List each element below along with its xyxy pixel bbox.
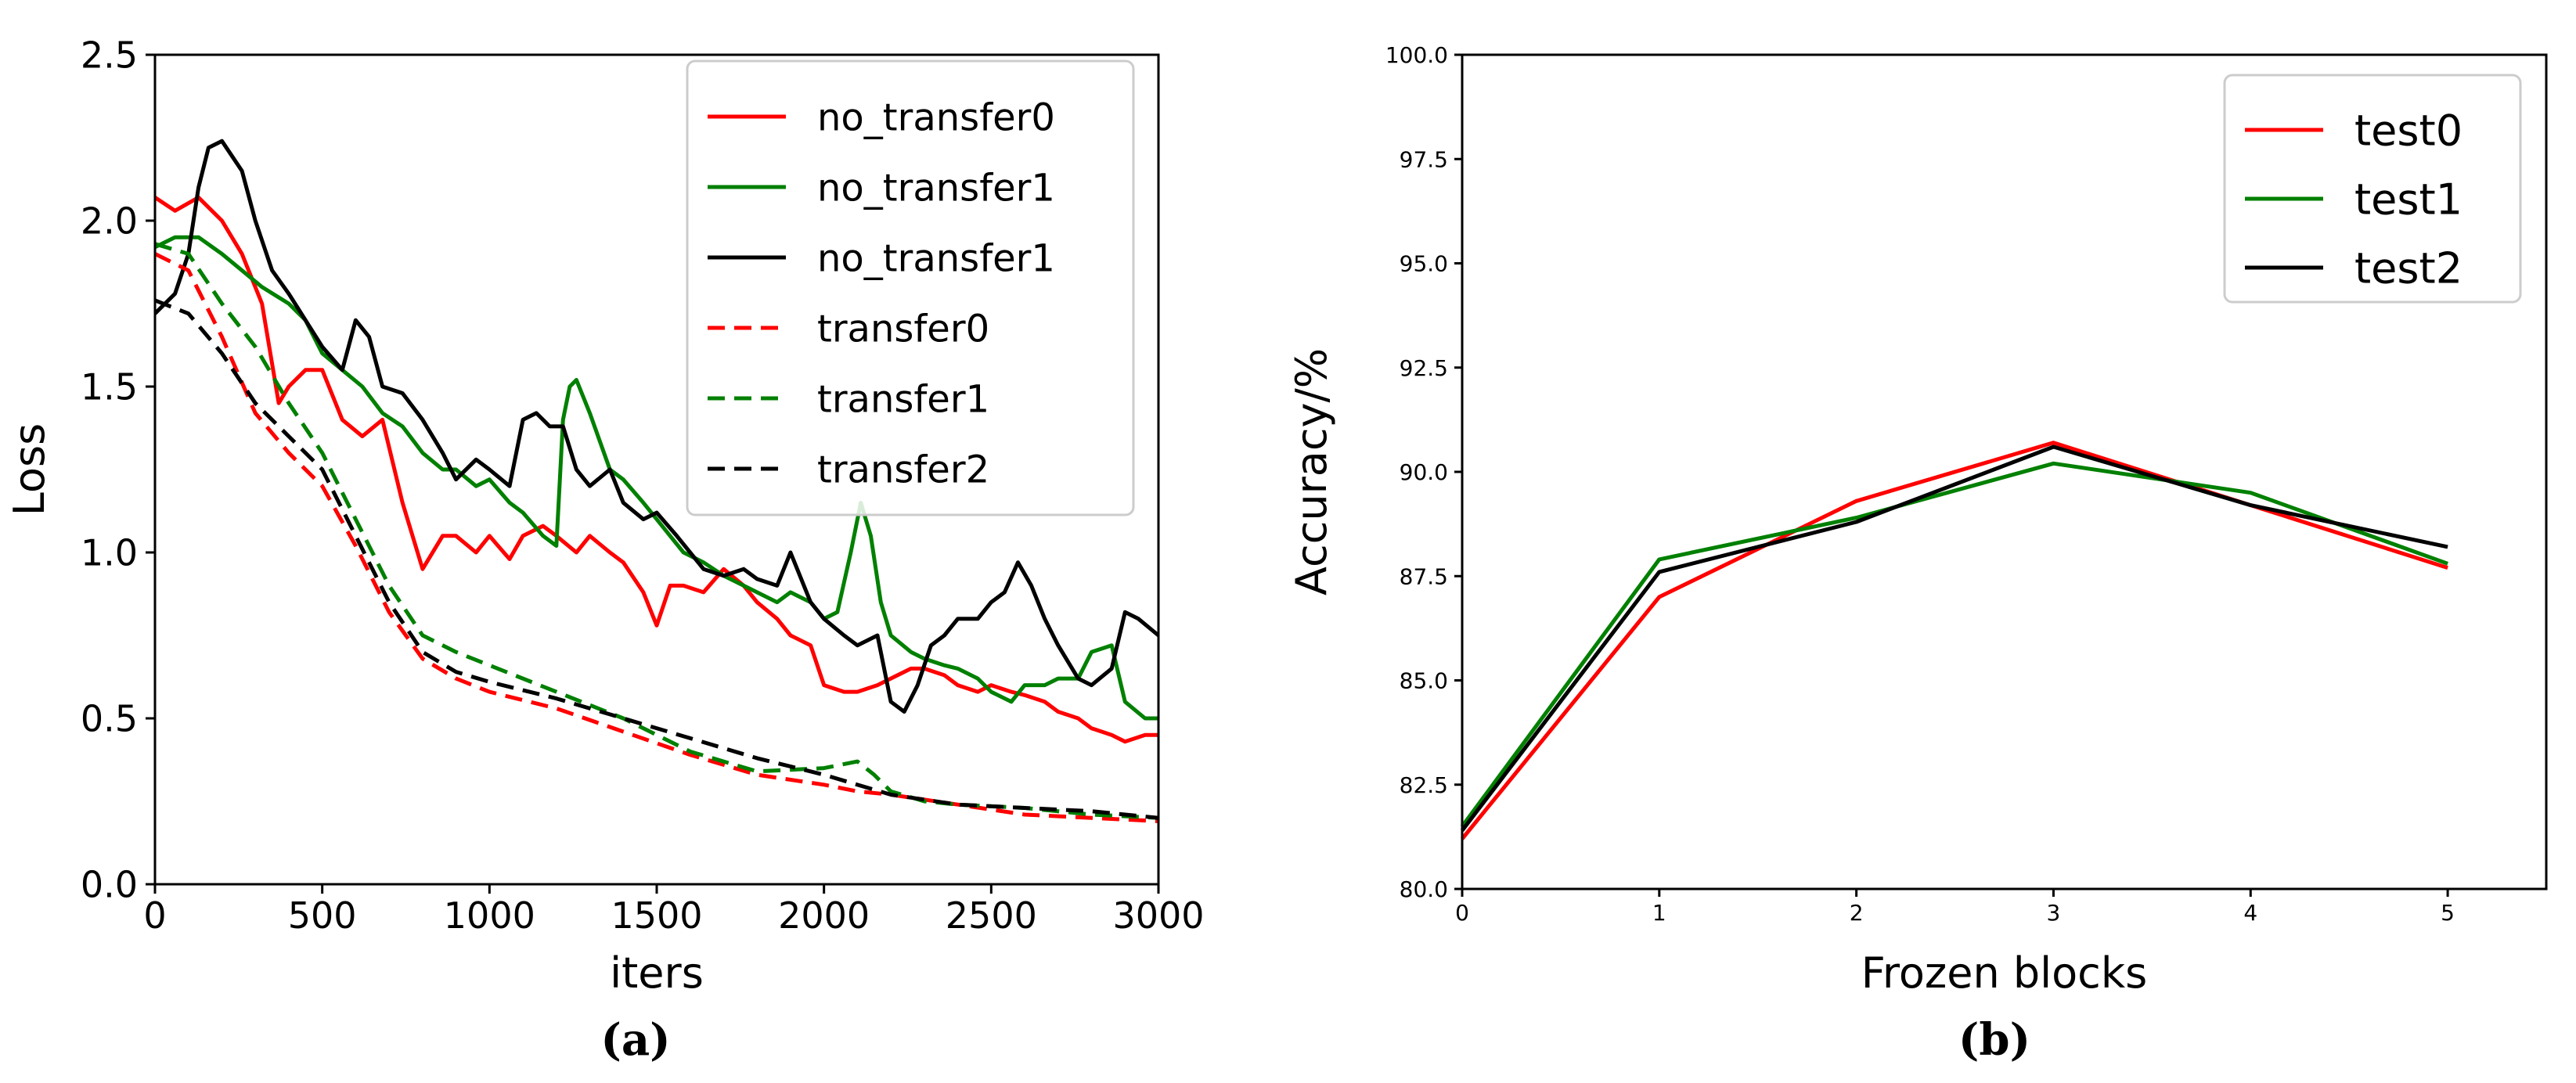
x-tick-label: 1 bbox=[1652, 900, 1666, 926]
series-line-1 bbox=[1460, 461, 2448, 828]
y-tick-label: 80.0 bbox=[1400, 876, 1448, 902]
y-tick-label: 0.0 bbox=[81, 864, 138, 906]
series-line-0 bbox=[153, 195, 1158, 744]
panel-label: (b) bbox=[1958, 1014, 2030, 1066]
x-tick-label: 0 bbox=[143, 894, 166, 937]
chart-panel-a: 0 500 1000 1500 2000 2500 3000 0.0 0.5 1.0 1.5 2.0 2… bbox=[5, 34, 1205, 1066]
y-tick-label: 2.0 bbox=[81, 200, 138, 243]
legend: test0 test1 test2 bbox=[2223, 74, 2522, 304]
x-tick-label: 5 bbox=[2441, 900, 2455, 926]
y-tick-label: 0.5 bbox=[81, 698, 138, 740]
legend-label: no_transfer0 bbox=[817, 95, 1055, 139]
chart-panel-b: 0 1 2 3 4 5 80.0 82.5 85.0 87.5 90.0 92.5 95.0 97.5 10… bbox=[1287, 42, 2548, 1066]
y-axis-label: Loss bbox=[5, 423, 54, 516]
y-tick-label: 82.5 bbox=[1400, 772, 1448, 798]
x-tick-label: 2 bbox=[1850, 900, 1864, 926]
x-tick-label: 3000 bbox=[1112, 894, 1204, 937]
y-tick-label: 92.5 bbox=[1400, 355, 1448, 381]
x-axis-label: iters bbox=[610, 948, 704, 998]
panel-label: (a) bbox=[600, 1014, 670, 1066]
legend-label: no_transfer1 bbox=[817, 166, 1055, 210]
x-tick-label: 3 bbox=[2047, 900, 2061, 926]
x-tick-label: 0 bbox=[1455, 900, 1469, 926]
x-axis-label: Frozen blocks bbox=[1861, 948, 2148, 998]
legend-label: transfer0 bbox=[817, 307, 989, 351]
series-line-1 bbox=[153, 235, 1158, 721]
x-tick-label: 4 bbox=[2243, 900, 2257, 926]
y-axis-label: Accuracy/% bbox=[1287, 348, 1336, 595]
x-tick-label: 2000 bbox=[778, 894, 870, 937]
legend-label: test0 bbox=[2354, 106, 2463, 155]
series-line-5 bbox=[154, 298, 1159, 820]
series-line-2 bbox=[153, 139, 1160, 714]
legend-label: transfer1 bbox=[817, 377, 989, 421]
x-tick-label: 1000 bbox=[444, 894, 535, 937]
y-tick-label: 90.0 bbox=[1400, 459, 1448, 485]
y-tick-label: 1.0 bbox=[81, 532, 138, 574]
y-tick-label: 97.5 bbox=[1400, 146, 1448, 172]
y-tick-label: 100.0 bbox=[1385, 42, 1448, 68]
legend: no_transfer0 no_transfer1 no_transfer1tran… bbox=[686, 59, 1135, 516]
legend-label: no_transfer1 bbox=[817, 236, 1055, 280]
series-line-2 bbox=[1461, 444, 2448, 832]
y-tick-label: 95.0 bbox=[1400, 251, 1448, 277]
y-tick-label: 2.5 bbox=[81, 34, 138, 77]
legend-label: transfer2 bbox=[817, 448, 989, 491]
x-tick-label: 1500 bbox=[611, 894, 702, 937]
y-tick-label: 87.5 bbox=[1400, 563, 1448, 589]
legend-label: test2 bbox=[2354, 243, 2463, 293]
x-tick-label: 500 bbox=[288, 894, 357, 937]
y-tick-label: 1.5 bbox=[81, 366, 138, 408]
legend-label: test1 bbox=[2354, 175, 2463, 224]
series-line-0 bbox=[1461, 441, 2448, 840]
y-tick-label: 85.0 bbox=[1400, 668, 1448, 694]
x-tick-label: 2500 bbox=[946, 894, 1037, 937]
legend-box bbox=[686, 59, 1135, 516]
